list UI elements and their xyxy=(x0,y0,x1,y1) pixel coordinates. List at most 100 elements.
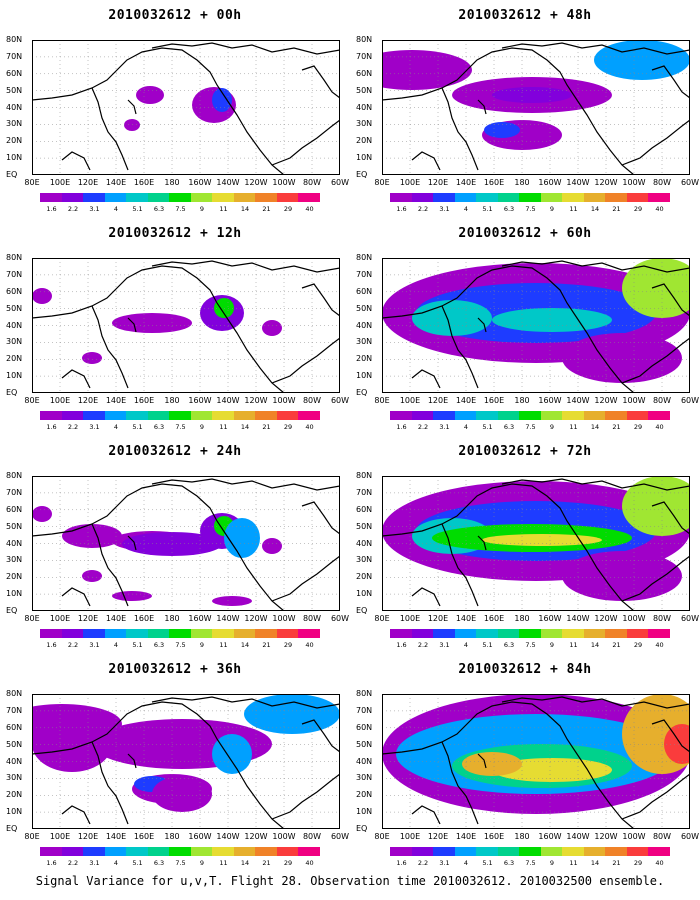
map-panel: 2010032612 + 00h 80N 70N 60N 50N 40N 30N 20N 10N… xyxy=(6,0,349,220)
colorbar-swatch xyxy=(605,629,627,638)
map-border xyxy=(382,258,690,393)
colorbar-swatch xyxy=(104,411,126,420)
colorbar-tick-label: 11 xyxy=(219,641,228,649)
colorbar-swatch xyxy=(255,629,277,638)
longitude-label: 120W xyxy=(244,832,268,841)
longitude-label: 100W xyxy=(622,832,646,841)
colorbar-swatch xyxy=(605,411,627,420)
variance-region xyxy=(112,313,192,333)
colorbar-tick-label: 1.6 xyxy=(396,641,407,649)
longitude-label: 60W xyxy=(330,614,350,623)
coastline xyxy=(127,99,137,115)
colorbar-swatch xyxy=(298,411,320,420)
colorbar-tick-label: 5.1 xyxy=(482,641,493,649)
colorbar-tick-label: 11 xyxy=(219,205,228,213)
colorbar-swatch xyxy=(147,411,169,420)
colorbar xyxy=(40,847,320,856)
colorbar-swatch xyxy=(519,847,541,856)
colorbar-tick-label: 29 xyxy=(283,205,293,213)
variance-region xyxy=(136,86,164,104)
longitude-label: 120E xyxy=(77,614,99,623)
coastline xyxy=(477,99,487,115)
panel-title: 2010032612 + 12h xyxy=(108,226,242,241)
colorbar-tick-label: 9 xyxy=(549,423,555,431)
colorbar-swatch xyxy=(476,629,498,638)
coastline xyxy=(477,753,487,769)
colorbar-swatch xyxy=(169,629,191,638)
variance-region xyxy=(62,524,122,548)
latitude-label: 10N xyxy=(356,372,373,381)
coastline xyxy=(501,696,691,709)
latitude-label: 40N xyxy=(6,757,23,766)
panel-title: 2010032612 + 24h xyxy=(108,444,242,459)
colorbar-swatch xyxy=(605,193,627,202)
colorbar-swatch xyxy=(298,847,320,856)
coastline xyxy=(61,369,91,389)
colorbar xyxy=(40,629,320,638)
longitude-label: 100W xyxy=(272,614,296,623)
longitude-label: 80W xyxy=(652,396,672,405)
coastline xyxy=(411,805,441,825)
colorbar-swatch xyxy=(212,193,234,202)
latitude-label: EQ xyxy=(356,825,368,833)
colorbar-tick-label: 21 xyxy=(262,641,271,649)
colorbar-swatch xyxy=(583,193,605,202)
longitude-label: 120W xyxy=(244,178,268,187)
colorbar-tick-label: 2.2 xyxy=(67,423,79,431)
colorbar-tick-label: 4 xyxy=(113,641,119,649)
coastline xyxy=(441,87,479,171)
colorbar-swatch xyxy=(433,629,455,638)
latitude-label: 40N xyxy=(356,321,373,330)
colorbar-tick-label: 7.5 xyxy=(175,423,186,431)
colorbar-tick-label: 14 xyxy=(240,859,250,867)
colorbar xyxy=(40,411,320,420)
colorbar-tick-label: 21 xyxy=(612,859,621,867)
longitude-label: 80W xyxy=(652,614,672,623)
variance-region xyxy=(462,752,522,776)
latitude-label: 80N xyxy=(6,472,23,480)
variance-region xyxy=(82,570,102,582)
map-frame xyxy=(31,258,341,394)
longitude-label: 120E xyxy=(77,832,99,841)
longitude-label: 120W xyxy=(244,396,268,405)
colorbar xyxy=(390,411,670,420)
longitude-label: 140E xyxy=(105,614,127,623)
coastline xyxy=(127,753,137,769)
coastline xyxy=(411,587,441,607)
latitude-label: 20N xyxy=(356,137,373,146)
panel-title: 2010032612 + 60h xyxy=(458,226,592,241)
latitude-label: 70N xyxy=(356,706,373,715)
longitude-label: 120E xyxy=(77,178,99,187)
longitude-label: 140E xyxy=(455,614,477,623)
colorbar-tick-label: 29 xyxy=(633,423,643,431)
colorbar-tick-label: 1.6 xyxy=(46,641,57,649)
colorbar-tick-label: 21 xyxy=(612,641,621,649)
colorbar-swatch xyxy=(298,193,320,202)
colorbar-swatch xyxy=(83,411,105,420)
colorbar-swatch xyxy=(583,629,605,638)
variance-region xyxy=(124,119,140,131)
map-frame xyxy=(381,694,700,830)
colorbar-tick-label: 11 xyxy=(219,859,228,867)
panel-title: 2010032612 + 48h xyxy=(458,8,592,23)
latitude-label: 70N xyxy=(6,706,23,715)
colorbar-swatch xyxy=(583,411,605,420)
longitude-label: 100E xyxy=(399,614,421,623)
colorbar-tick-label: 5.1 xyxy=(132,859,143,867)
colorbar-tick-label: 5.1 xyxy=(132,205,143,213)
colorbar-tick-label: 6.3 xyxy=(503,641,515,649)
colorbar-tick-label: 4 xyxy=(463,641,469,649)
colorbar-swatch xyxy=(626,629,648,638)
longitude-label: 180 xyxy=(164,832,180,841)
colorbar-tick-label: 29 xyxy=(283,859,293,867)
latitude-label: 20N xyxy=(6,573,23,582)
longitude-label: 120E xyxy=(427,614,449,623)
colorbar-tick-label: 3.1 xyxy=(439,423,450,431)
colorbar xyxy=(390,847,670,856)
figure-caption: Signal Variance for u,v,T. Flight 28. Ob… xyxy=(35,874,665,888)
colorbar-tick-label: 2.2 xyxy=(67,205,79,213)
colorbar-swatch xyxy=(233,629,255,638)
latitude-label: 30N xyxy=(6,774,23,783)
variance-region xyxy=(492,308,612,332)
colorbar-tick-label: 3.1 xyxy=(439,859,450,867)
